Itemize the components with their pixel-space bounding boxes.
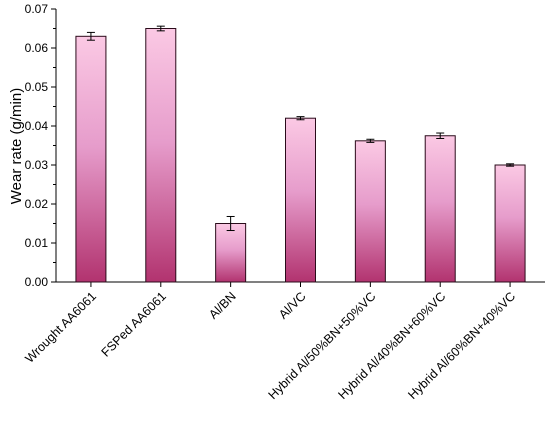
y-tick-label: 0.04 (25, 119, 49, 133)
error-bar (156, 25, 165, 32)
category-label: Wrought AA6061 (22, 289, 99, 366)
error-bar (506, 163, 515, 167)
y-axis-title: Wear rate (g/min) (8, 88, 25, 204)
bar (354, 140, 386, 283)
error-bar (436, 132, 445, 139)
y-tick-label: 0.02 (25, 197, 49, 211)
bar (424, 135, 456, 283)
y-tick-label: 0.00 (25, 275, 49, 289)
y-tick-label: 0.03 (25, 158, 49, 172)
bar (75, 35, 107, 283)
error-bar (296, 116, 305, 121)
bar (215, 223, 247, 283)
y-tick-label: 0.01 (25, 236, 49, 250)
bar (145, 28, 177, 283)
error-bar (366, 138, 375, 143)
bar (494, 164, 526, 283)
error-bar (86, 31, 95, 41)
y-tick-label: 0.06 (25, 41, 49, 55)
category-label: Al/VC (276, 289, 308, 321)
y-tick-label: 0.05 (25, 80, 49, 94)
category-label: FSPed AA6061 (99, 289, 169, 359)
bar (285, 117, 316, 283)
category-label: Al/BN (206, 289, 238, 321)
error-bar (226, 215, 235, 232)
y-tick-label: 0.07 (25, 2, 49, 16)
